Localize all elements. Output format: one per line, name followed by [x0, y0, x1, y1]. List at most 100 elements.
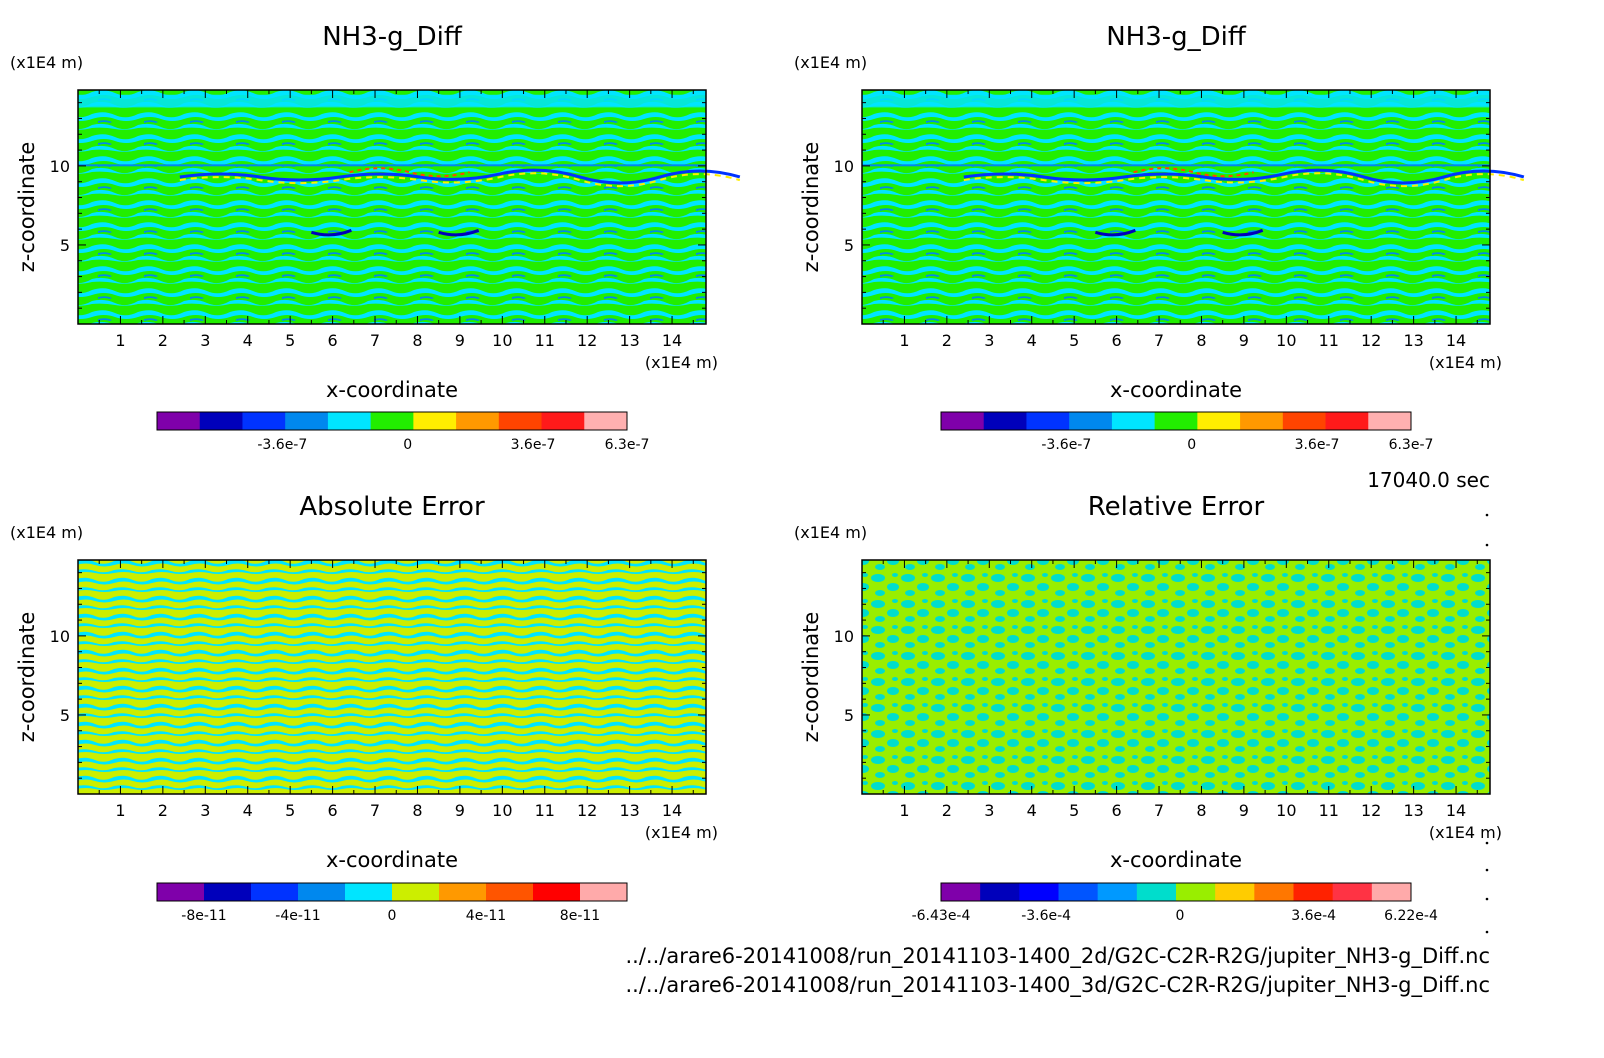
colorbar-swatch [941, 412, 985, 430]
colorbar-label: -3.6e-7 [257, 437, 307, 453]
x-tick-label: 14 [662, 801, 682, 820]
colorbar-swatch [1069, 412, 1113, 430]
colorbar-swatch [1097, 883, 1138, 901]
colorbar-swatch [298, 883, 346, 901]
x-tick-label: 11 [1319, 331, 1339, 350]
x-tick-label: 5 [285, 801, 295, 820]
x-tick-label: 9 [1239, 331, 1249, 350]
x-tick-label: 7 [370, 801, 380, 820]
colorbar-swatch [1240, 412, 1284, 430]
upper-band [78, 94, 706, 108]
colorbar-swatch [1111, 412, 1156, 430]
y-axis-label: z-coordinate [799, 142, 823, 273]
x-tick-label: 7 [1154, 331, 1164, 350]
colorbar-swatch [980, 883, 1020, 901]
x-tick-label: 10 [1276, 801, 1296, 820]
colorbar-swatch [1371, 883, 1412, 901]
wave-feature-hot [349, 167, 470, 178]
colorbar-swatch [413, 412, 457, 430]
panel-3: Absolute Error(x1E4 m)1 2 3 4 5 6 7 8 9 10 11 12 13 1… [10, 492, 718, 924]
x-tick-label: 11 [535, 801, 555, 820]
y-tick-label: 5 [60, 236, 70, 255]
wave-feature [963, 168, 1525, 185]
colorbar-swatch [533, 883, 581, 901]
x-tick-label: 3 [984, 801, 994, 820]
y-tick-label: 5 [60, 706, 70, 725]
marker-dot [1485, 513, 1489, 517]
x-tick-label: 14 [662, 331, 682, 350]
x-tick-label: 4 [1027, 801, 1037, 820]
colorbar-swatch [541, 412, 585, 430]
vortex-feature [310, 228, 480, 237]
x-tick-label: 11 [535, 331, 555, 350]
x-tick-label: 9 [455, 331, 465, 350]
y-unit-label: (x1E4 m) [10, 523, 83, 542]
y-tick-label: 10 [834, 627, 854, 646]
x-tick-label: 3 [200, 801, 210, 820]
x-tick-label: 6 [1112, 331, 1122, 350]
colorbar: -6.43e-4 -3.6e-4 0 3.6e-4 6.22e-4 [912, 882, 1438, 924]
heatmap-field [862, 90, 1490, 324]
x-unit-label: (x1E4 m) [1429, 823, 1502, 842]
x-tick-label: 11 [1319, 801, 1339, 820]
x-tick-label: 2 [158, 331, 168, 350]
colorbar-swatch [1197, 412, 1241, 430]
colorbar-swatch [345, 883, 393, 901]
heatmap-field [78, 560, 706, 794]
colorbar-swatch [157, 883, 205, 901]
colorbar-swatch [439, 883, 487, 901]
colorbar-swatch [1282, 412, 1327, 430]
colorbar-label: 6.3e-7 [1389, 437, 1434, 453]
x-tick-label: 2 [158, 801, 168, 820]
colorbar: -3.6e-7 0 3.6e-7 6.3e-7 [940, 411, 1434, 453]
colorbar-label: 3.6e-7 [1295, 437, 1340, 453]
x-tick-label: 10 [1276, 331, 1296, 350]
plot-frame [77, 89, 707, 325]
colorbar-frame [940, 411, 1412, 431]
colorbar-swatch [242, 412, 286, 430]
x-tick-label: 8 [1196, 331, 1206, 350]
x-tick-label: 10 [492, 801, 512, 820]
x-tick-label: 6 [328, 331, 338, 350]
mid-line [862, 164, 1490, 167]
x-tick-label: 5 [1069, 331, 1079, 350]
x-unit-label: (x1E4 m) [645, 823, 718, 842]
colorbar-label: 0 [1187, 437, 1196, 453]
colorbar: -8e-11 -4e-11 0 4e-11 8e-11 [156, 882, 628, 924]
y-axis-label: z-coordinate [799, 612, 823, 743]
colorbar-swatch [1254, 883, 1294, 901]
colorbar-label: -3.6e-4 [1021, 908, 1071, 924]
colorbar-swatch [199, 412, 243, 430]
x-tick-label: 1 [115, 801, 125, 820]
x-tick-label: 6 [1112, 801, 1122, 820]
y-tick-label: 5 [844, 236, 854, 255]
colorbar-swatch [584, 412, 628, 430]
x-tick-label: 9 [1239, 801, 1249, 820]
colorbar-swatch [327, 412, 372, 430]
colorbar-frame [156, 882, 628, 902]
x-tick-label: 4 [243, 801, 253, 820]
x-tick-label: 7 [370, 331, 380, 350]
x-tick-label: 2 [942, 331, 952, 350]
colorbar-label: 0 [388, 908, 397, 924]
colorbar-frame [940, 882, 1412, 902]
colorbar-swatch [983, 412, 1027, 430]
panel-1: NH3-g_Diff(x1E4 m)1 2 3 4 5 6 7 8 9 10 11 12 13 14510… [10, 22, 741, 453]
colorbar-swatch [251, 883, 299, 901]
colorbar-label: 6.22e-4 [1384, 908, 1438, 924]
file-path: ../../arare6-20141008/run_20141103-1400_… [625, 944, 1490, 969]
x-tick-label: 9 [455, 801, 465, 820]
y-tick-label: 5 [844, 706, 854, 725]
colorbar-label: -3.6e-7 [1041, 437, 1091, 453]
x-tick-label: 1 [899, 801, 909, 820]
colorbar-swatch [370, 412, 414, 430]
y-tick-label: 10 [50, 157, 70, 176]
x-tick-label: 14 [1446, 331, 1466, 350]
colorbar-label: 3.6e-7 [511, 437, 556, 453]
plot-frame [77, 559, 707, 795]
wave-feature [179, 168, 741, 185]
marker-dot [1485, 868, 1489, 872]
colorbar-label: 3.6e-4 [1291, 908, 1336, 924]
colorbar-label: -6.43e-4 [912, 908, 971, 924]
colorbar-swatch [941, 883, 981, 901]
